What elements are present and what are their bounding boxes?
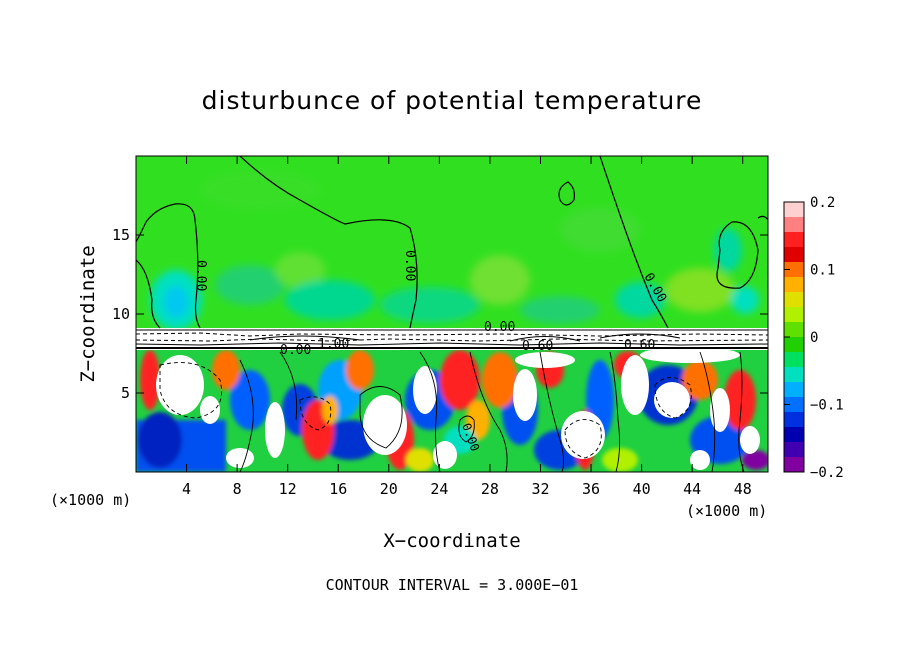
x-tick-label: 16 <box>329 480 347 498</box>
x-unit-label: (×1000 m) <box>686 502 767 520</box>
layer-band-contours <box>136 329 768 349</box>
x-tick-label: 12 <box>279 480 297 498</box>
upper-contours <box>136 156 768 329</box>
x-tick-label: 8 <box>233 480 242 498</box>
contour-labels: 0.00 0.00 0.00 0.00 0.00 1.00 0.60 0.60 … <box>193 250 669 453</box>
x-tick-label: 48 <box>734 480 752 498</box>
colorbar-swatch <box>784 457 804 473</box>
contour-interval-note: CONTOUR INTERVAL = 3.000E−01 <box>325 576 579 594</box>
colorbar-swatch <box>784 307 804 323</box>
x-tick-label: 32 <box>531 480 549 498</box>
colorbar-swatch <box>784 427 804 443</box>
colorbar-swatch <box>784 232 804 248</box>
contour-label: 0.60 <box>624 338 655 353</box>
colorbar <box>784 202 804 473</box>
contour-label: 0.00 <box>280 343 311 358</box>
colorbar-swatch <box>784 292 804 308</box>
colorbar-swatch <box>784 367 804 383</box>
y-axis-label: Z−coordinate <box>77 245 99 382</box>
colorbar-tick-label: 0.1 <box>810 263 835 279</box>
colorbar-tick-labels: 0.2 0.1 0 −0.1 −0.2 <box>784 195 844 481</box>
colorbar-tick-label: −0.1 <box>810 398 844 414</box>
x-axis-label: X−coordinate <box>383 530 520 552</box>
x-tick-label: 4 <box>182 480 191 498</box>
x-tick-label: 40 <box>633 480 651 498</box>
chart-title: disturbunce of potential temperature <box>201 86 703 115</box>
contour-label: 0.00 <box>402 250 417 281</box>
layer-band <box>136 328 768 350</box>
colorbar-swatch <box>784 202 804 218</box>
colorbar-swatch <box>784 412 804 428</box>
colorbar-tick-label: −0.2 <box>810 465 844 481</box>
colorbar-tick-label: 0 <box>810 330 818 346</box>
colorbar-swatch <box>784 382 804 398</box>
contour-label: 0.00 <box>193 260 208 291</box>
contour-label: 0.00 <box>484 320 515 335</box>
x-axis-ticks: 4 8 12 16 20 24 28 32 36 40 44 48 <box>182 156 752 498</box>
colorbar-swatch <box>784 262 804 278</box>
colorbar-swatch <box>784 217 804 233</box>
y-axis-ticks: 5 10 15 <box>112 226 768 402</box>
colorbar-tick-label: 0.2 <box>810 195 835 211</box>
saturated-cells <box>156 347 760 470</box>
contour-label: 0.60 <box>522 339 553 354</box>
x-tick-label: 36 <box>582 480 600 498</box>
colorbar-swatch <box>784 442 804 458</box>
contour-label: 1.00 <box>318 337 349 352</box>
y-tick-label: 15 <box>112 226 130 244</box>
x-tick-label: 44 <box>683 480 701 498</box>
lower-contours <box>159 351 745 472</box>
x-tick-label: 20 <box>380 480 398 498</box>
y-tick-label: 5 <box>121 384 130 402</box>
x-tick-label: 28 <box>481 480 499 498</box>
colorbar-swatch <box>784 247 804 263</box>
y-tick-label: 10 <box>112 305 130 323</box>
colorbar-swatch <box>784 337 804 353</box>
colorbar-swatch <box>784 352 804 368</box>
colorbar-swatch <box>784 397 804 413</box>
colorbar-swatch <box>784 277 804 293</box>
plot-area <box>136 156 768 472</box>
x-tick-label: 24 <box>430 480 448 498</box>
colorbar-swatch <box>784 322 804 338</box>
z-unit-label: (×1000 m) <box>50 491 131 509</box>
